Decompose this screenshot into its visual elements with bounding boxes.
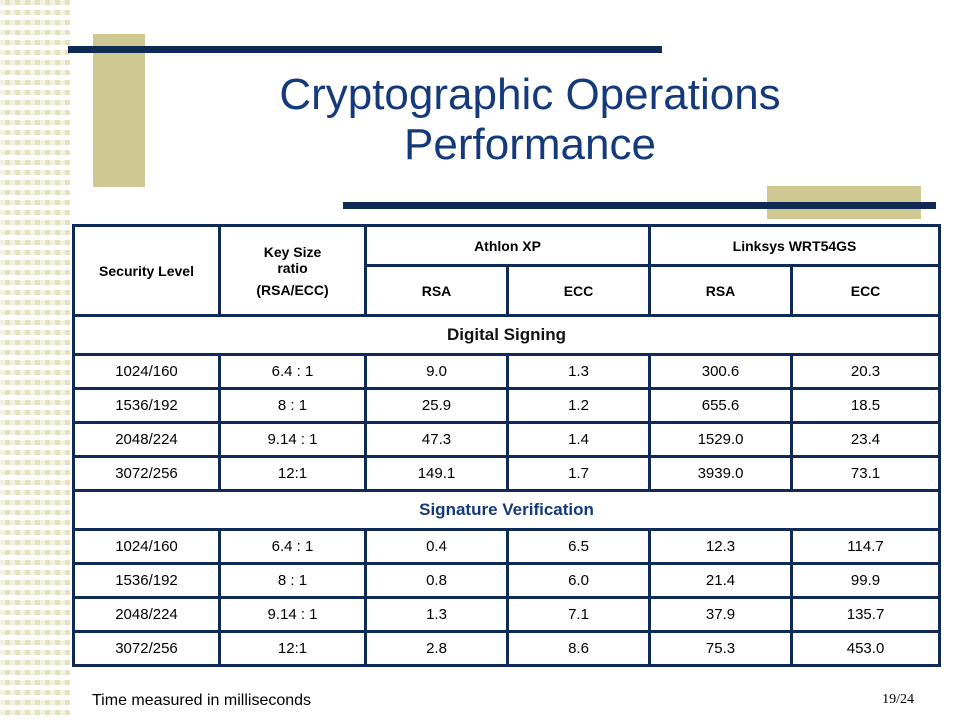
- table-cell: 300.6: [648, 353, 794, 390]
- table-row: 1536/192 8 : 1 0.8 6.0 21.4 99.9: [72, 562, 942, 599]
- table-cell: 25.9: [364, 387, 509, 424]
- header-linksys-rsa: RSA: [648, 264, 794, 317]
- table-cell: 1536/192: [72, 562, 221, 599]
- table-cell: 6.4 : 1: [218, 353, 367, 390]
- decorative-line-top: [68, 46, 662, 53]
- table-cell: 1024/160: [72, 353, 221, 390]
- table-cell: 12.3: [648, 528, 794, 565]
- decorative-block-left: [93, 34, 145, 187]
- header-key-size-ratio: Key Size ratio (RSA/ECC): [218, 224, 367, 317]
- table-cell: 135.7: [790, 596, 942, 633]
- table-cell: 75.3: [648, 630, 794, 667]
- table-cell: 73.1: [790, 455, 942, 492]
- table-row: 1024/160 6.4 : 1 0.4 6.5 12.3 114.7: [72, 528, 942, 565]
- table-cell: 9.14 : 1: [218, 596, 367, 633]
- table-row: 3072/256 12:1 2.8 8.6 75.3 453.0: [72, 630, 942, 667]
- performance-table-container: Security Level Key Size ratio (RSA/ECC) …: [71, 224, 942, 667]
- table-cell: 1.2: [505, 387, 652, 424]
- table-cell: 3072/256: [72, 455, 221, 492]
- decorative-line-bottom: [343, 202, 936, 209]
- table-cell: 1529.0: [648, 421, 794, 458]
- table-row: 1024/160 6.4 : 1 9.0 1.3 300.6 20.3: [72, 353, 942, 390]
- header-linksys: Linksys WRT54GS: [648, 224, 942, 267]
- table-cell: 47.3: [364, 421, 509, 458]
- table-cell: 2048/224: [72, 596, 221, 633]
- header-key-size-ratio-line2: (RSA/ECC): [256, 281, 329, 298]
- table-row: 1536/192 8 : 1 25.9 1.2 655.6 18.5: [72, 387, 942, 424]
- title-line-1: Cryptographic Operations: [279, 70, 781, 119]
- table-cell: 114.7: [790, 528, 942, 565]
- table-cell: 8 : 1: [218, 562, 367, 599]
- header-athlon-ecc: ECC: [505, 264, 652, 317]
- page-number: 19/24: [882, 692, 914, 707]
- table-cell: 655.6: [648, 387, 794, 424]
- table-cell: 9.0: [364, 353, 509, 390]
- table-cell: 2.8: [364, 630, 509, 667]
- table-cell: 37.9: [648, 596, 794, 633]
- table-cell: 3072/256: [72, 630, 221, 667]
- footer-note: Time measured in milliseconds: [92, 692, 312, 709]
- table-cell: 12:1: [218, 630, 367, 667]
- decorative-stripes-overlay: [0, 0, 70, 720]
- table-cell: 8 : 1: [218, 387, 367, 424]
- table-cell: 149.1: [364, 455, 509, 492]
- table-cell: 1536/192: [72, 387, 221, 424]
- table-cell: 12:1: [218, 455, 367, 492]
- table-cell: 6.5: [505, 528, 652, 565]
- section-title-digital-signing: Digital Signing: [71, 314, 942, 356]
- slide-title: Cryptographic Operations Performance: [150, 70, 910, 170]
- table-cell: 453.0: [790, 630, 942, 667]
- header-linksys-ecc: ECC: [790, 264, 942, 317]
- table-row: 3072/256 12:1 149.1 1.7 3939.0 73.1: [72, 455, 942, 492]
- table-cell: 6.4 : 1: [218, 528, 367, 565]
- table-row: 2048/224 9.14 : 1 47.3 1.4 1529.0 23.4: [72, 421, 942, 458]
- header-security-level: Security Level: [72, 224, 221, 317]
- table-cell: 6.0: [505, 562, 652, 599]
- table-cell: 9.14 : 1: [218, 421, 367, 458]
- header-athlon-rsa: RSA: [364, 264, 509, 317]
- table-cell: 1.3: [505, 353, 652, 390]
- table-cell: 99.9: [790, 562, 942, 599]
- table-cell: 3939.0: [648, 455, 794, 492]
- header-key-size-ratio-line1: Key Size ratio: [263, 243, 322, 276]
- title-line-2: Performance: [404, 120, 656, 169]
- table-cell: 1024/160: [72, 528, 221, 565]
- table-cell: 18.5: [790, 387, 942, 424]
- table-cell: 7.1: [505, 596, 652, 633]
- table-body: Digital Signing 1024/160 6.4 : 1 9.0 1.3…: [71, 314, 942, 667]
- table-cell: 23.4: [790, 421, 942, 458]
- section-title-signature-verification: Signature Verification: [71, 489, 942, 531]
- table-cell: 0.8: [364, 562, 509, 599]
- table-cell: 1.3: [364, 596, 509, 633]
- table-cell: 1.4: [505, 421, 652, 458]
- header-athlon-xp: Athlon XP: [363, 224, 652, 267]
- table-row: 2048/224 9.14 : 1 1.3 7.1 37.9 135.7: [72, 596, 942, 633]
- table-cell: 21.4: [648, 562, 794, 599]
- table-cell: 20.3: [790, 353, 942, 390]
- table-cell: 1.7: [505, 455, 652, 492]
- performance-table: Security Level Key Size ratio (RSA/ECC) …: [71, 224, 942, 667]
- table-cell: 2048/224: [72, 421, 221, 458]
- table-cell: 0.4: [364, 528, 509, 565]
- table-cell: 8.6: [505, 630, 652, 667]
